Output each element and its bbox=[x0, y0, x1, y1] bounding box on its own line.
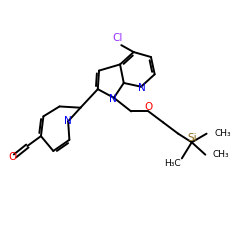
Text: CH₃: CH₃ bbox=[213, 150, 230, 159]
Text: CH₃: CH₃ bbox=[214, 129, 231, 138]
Text: H₃C: H₃C bbox=[164, 159, 181, 168]
Text: N: N bbox=[109, 94, 116, 104]
Text: N: N bbox=[138, 83, 146, 93]
Text: Cl: Cl bbox=[112, 33, 123, 43]
Text: O: O bbox=[144, 102, 152, 112]
Text: O: O bbox=[8, 152, 17, 162]
Text: Si: Si bbox=[187, 133, 196, 143]
Text: N: N bbox=[64, 116, 72, 126]
